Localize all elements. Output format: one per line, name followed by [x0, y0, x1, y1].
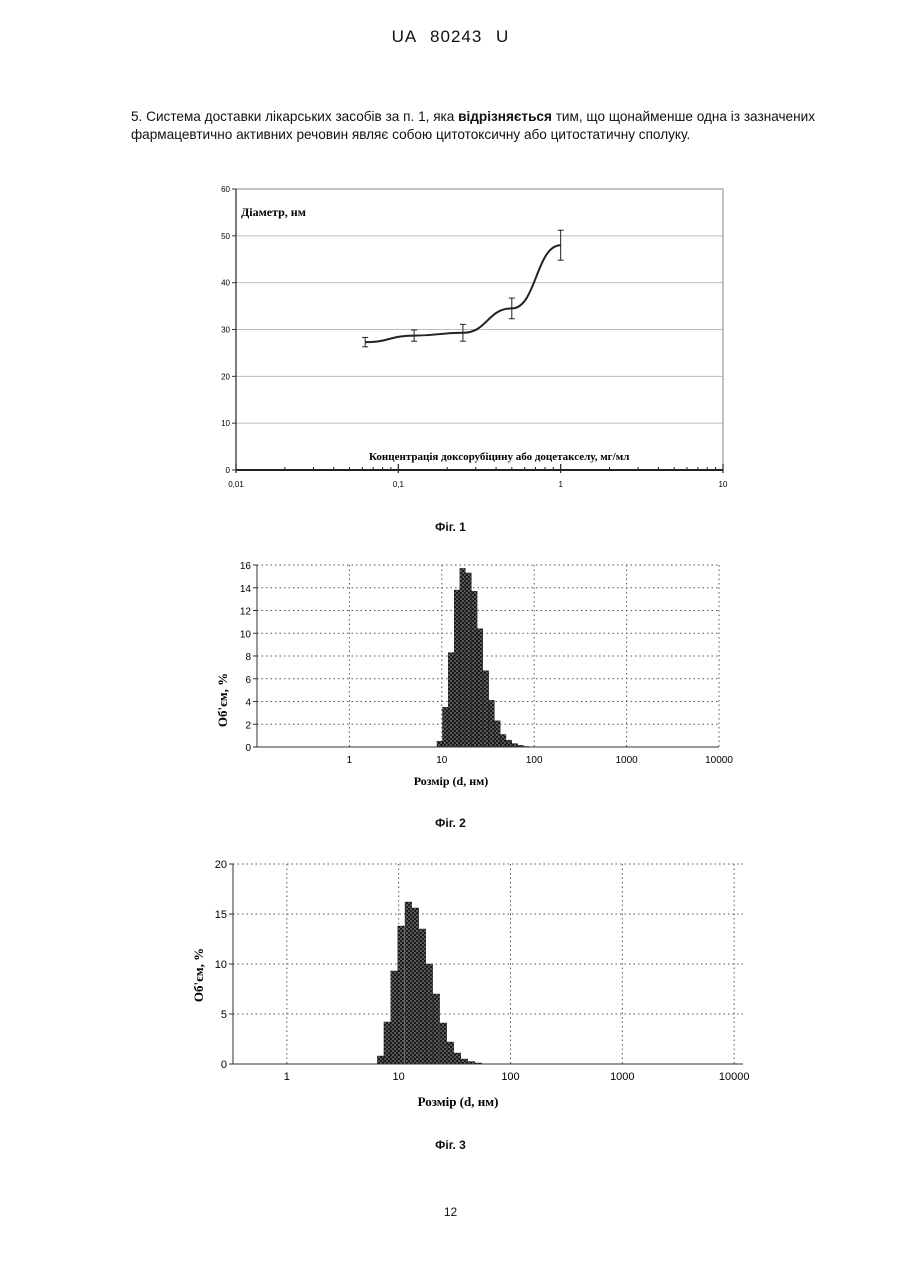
figure-2-ytick-label: 16 — [240, 561, 252, 572]
figure-2-ytick-label: 12 — [240, 607, 252, 618]
figure-2-caption: Фіг. 2 — [0, 816, 901, 830]
figure-3-bar — [405, 902, 412, 1064]
figure-3-ytick-label: 0 — [221, 1059, 227, 1071]
figure-2-bar — [477, 629, 483, 747]
figure-3-bar — [377, 1056, 384, 1064]
claim-text-start: 5. Система доставки лікарських засобів з… — [131, 109, 458, 124]
figure-2-bar — [448, 653, 454, 747]
figure-2-bar — [472, 591, 478, 747]
claim-text: 5. Система доставки лікарських засобів з… — [131, 108, 815, 144]
figure-1-plot-frame — [236, 189, 723, 470]
figure-3-ylabel: Об'єм, % — [191, 948, 206, 1002]
figure-2-ylabel: Об'єм, % — [215, 673, 230, 727]
figure-2-bar — [442, 707, 448, 747]
page-number: 12 — [0, 1205, 901, 1219]
figure-3-bar — [391, 971, 398, 1064]
figure-3-bar — [475, 1063, 482, 1064]
figure-2-bar — [506, 740, 512, 747]
figure-2-ytick-label: 10 — [240, 629, 252, 640]
figure-3-bar — [461, 1059, 468, 1064]
figure-2-xtick-label: 1000 — [615, 755, 638, 766]
figure-1-ylabel: Діаметр, нм — [241, 205, 306, 219]
figure-2-bar — [466, 573, 472, 747]
figure-3-xtick-label: 1 — [284, 1071, 290, 1083]
figure-3-bar — [412, 908, 419, 1064]
figure-2-bar — [454, 590, 460, 747]
figure-3-xtick-label: 10000 — [719, 1071, 750, 1083]
figure-1-ytick-label: 30 — [221, 326, 230, 335]
figure-3-bar — [440, 1023, 447, 1064]
figure-1-series-line — [365, 245, 560, 342]
figure-3-bar — [426, 964, 433, 1064]
figure-2-bar — [500, 734, 506, 747]
figure-2-bar — [489, 700, 495, 747]
figure-2-xtick-label: 10000 — [705, 755, 733, 766]
figure-1-ytick-label: 10 — [221, 419, 230, 428]
figure-1-caption: Фіг. 1 — [0, 520, 901, 534]
figure-1-ytick-label: 60 — [221, 185, 230, 194]
figure-3-ytick-label: 5 — [221, 1009, 227, 1021]
figure-3-xtick-label: 10 — [393, 1071, 405, 1083]
figure-2-ytick-label: 4 — [245, 698, 251, 709]
figure-3-bar — [398, 926, 405, 1064]
figure-2-ytick-label: 0 — [245, 743, 251, 754]
figure-3-bar — [468, 1062, 475, 1065]
figure-2-ytick-label: 14 — [240, 584, 252, 595]
document-id: UA 80243 U — [0, 27, 901, 47]
figure-3-xtick-label: 100 — [501, 1071, 519, 1083]
figure-3-bar — [384, 1022, 391, 1064]
figure-2-ytick-label: 8 — [245, 652, 251, 663]
figure-2-bar — [437, 741, 443, 747]
figure-1-ytick-label: 50 — [221, 232, 230, 241]
figure-1-xlabel: Концентрація доксорубіцину або доцетаксе… — [369, 451, 629, 463]
figure-2-xtick-label: 100 — [526, 755, 543, 766]
figure-1-xtick-label: 0,1 — [393, 480, 405, 489]
figure-3-ytick-label: 15 — [215, 909, 227, 921]
figure-3-bar — [433, 994, 440, 1064]
figure-2-bar — [518, 745, 524, 747]
figure-1-xtick-label: 1 — [558, 480, 563, 489]
figure-1-xtick-label: 10 — [719, 480, 728, 489]
figure-3-xlabel: Розмір (d, нм) — [418, 1094, 499, 1109]
claim-keyword: відрізняється — [458, 109, 552, 124]
figure-2-bar — [524, 746, 530, 747]
figure-3-caption: Фіг. 3 — [0, 1138, 901, 1152]
figure-2-bar — [512, 744, 518, 747]
figure-1-ytick-label: 0 — [226, 466, 231, 475]
figure-2-xtick-label: 1 — [347, 755, 353, 766]
figure-3-bar — [447, 1042, 454, 1064]
figure-3-ytick-label: 20 — [215, 859, 227, 871]
figure-2-xtick-label: 10 — [436, 755, 448, 766]
figure-2-bar — [483, 671, 489, 747]
figure-3-bar — [454, 1053, 461, 1064]
figure-2-xlabel: Розмір (d, нм) — [414, 774, 489, 788]
figure-3-bar — [419, 929, 426, 1064]
figure-1-xtick-label: 0,01 — [228, 480, 244, 489]
figure-1-ytick-label: 20 — [221, 372, 230, 381]
figure-2-bar — [495, 721, 501, 747]
figure-1-ytick-label: 40 — [221, 279, 230, 288]
figure-2-bar — [460, 568, 466, 747]
figure-3-ytick-label: 10 — [215, 959, 227, 971]
figure-3-xtick-label: 1000 — [610, 1071, 634, 1083]
figure-2-ytick-label: 6 — [245, 675, 251, 686]
figure-2-ytick-label: 2 — [245, 720, 251, 731]
